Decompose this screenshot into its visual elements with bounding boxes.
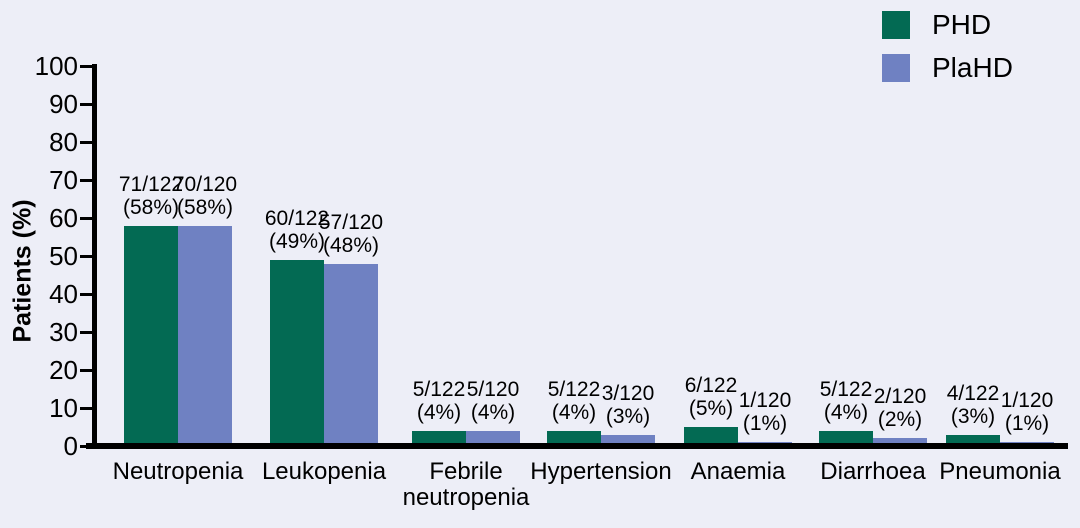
bar-annotation-line: 5/122 <box>412 377 466 401</box>
bar-annotation-line: (1%) <box>1004 412 1050 436</box>
bar-annotation-plahd-2: 5/120 (4%) <box>438 378 548 424</box>
legend-swatch-plahd <box>882 54 910 82</box>
bar-phd-0 <box>124 225 178 447</box>
bar-annotation-line: 71/122 <box>118 172 184 196</box>
bar-annotation-plahd-0: 70/120 (58%) <box>150 173 260 219</box>
bar-annotation-phd-2: 5/122 (4%) <box>384 378 494 424</box>
y-tick-label: 90 <box>49 89 78 119</box>
legend-item-phd: PHD <box>882 10 1013 40</box>
bar-annotation-line: 1/120 <box>1000 389 1054 413</box>
bar-annotation-line: (3%) <box>950 404 996 428</box>
bar-phd-1 <box>270 259 324 447</box>
bar-annotation-phd-4: 6/122 (5%) <box>656 374 766 420</box>
bar-annotation-plahd-3: 3/120 (3%) <box>573 382 683 428</box>
bar-phd-2 <box>412 430 466 447</box>
bar-annotation-line: 3/120 <box>601 381 655 405</box>
x-axis-line <box>86 443 1068 449</box>
y-tick-mark <box>80 102 93 106</box>
y-axis-line <box>92 64 97 449</box>
bar-annotation-line: (3%) <box>605 404 651 428</box>
category-label-5: Diarrhoea <box>820 458 926 485</box>
bar-annotation-plahd-6: 1/120 (1%) <box>972 389 1080 435</box>
y-tick-mark <box>80 368 93 372</box>
bar-plahd-1 <box>324 263 378 447</box>
y-tick-label: 100 <box>34 51 78 81</box>
legend-item-plahd: PlaHD <box>882 53 1013 83</box>
bar-annotation-line: 6/122 <box>684 374 738 397</box>
bar-plahd-0 <box>178 225 232 447</box>
bar-annotation-line: 5/120 <box>466 377 520 401</box>
y-tick-label: 80 <box>49 127 78 157</box>
bar-plahd-5 <box>873 438 927 447</box>
bar-annotation-line: 60/122 <box>264 206 330 230</box>
bar-phd-4 <box>684 427 738 447</box>
legend-label-plahd: PlaHD <box>932 52 1013 83</box>
bar-annotation-phd-1: 60/122 (49%) <box>242 207 352 253</box>
category-label-3: Hypertension <box>530 458 672 485</box>
y-tick-label: 50 <box>49 241 78 271</box>
bar-annotation-line: (4%) <box>823 400 869 424</box>
y-tick-label: 10 <box>49 393 78 423</box>
y-tick-mark <box>80 216 93 220</box>
bar-annotation-line: (4%) <box>470 400 516 424</box>
y-tick-mark <box>80 178 93 182</box>
bar-annotation-line: (4%) <box>551 400 597 424</box>
bar-annotation-line: 1/120 <box>738 389 792 413</box>
y-tick-label: 70 <box>49 165 78 195</box>
bar-annotation-line: (48%) <box>322 233 380 257</box>
bar-annotation-plahd-5: 2/120 (2%) <box>845 385 955 431</box>
y-tick-mark <box>80 406 93 410</box>
bar-annotation-plahd-1: 57/120 (48%) <box>296 211 406 257</box>
category-label-0: Neutropenia <box>112 458 244 485</box>
bar-plahd-2 <box>466 430 520 447</box>
legend: PHD PlaHD <box>882 10 1013 96</box>
bar-annotation-line: 5/122 <box>819 377 873 401</box>
y-tick-label: 0 <box>63 431 78 461</box>
y-tick-label: 40 <box>49 279 78 309</box>
legend-label-phd: PHD <box>932 9 992 40</box>
bar-annotation-line: (58%) <box>122 195 180 219</box>
bar-annotation-line: 70/120 <box>172 172 238 196</box>
y-tick-mark <box>80 254 93 258</box>
y-tick-label: 20 <box>49 355 78 385</box>
bar-annotation-phd-6: 4/122 (3%) <box>918 382 1028 428</box>
y-tick-label: 30 <box>49 317 78 347</box>
bar-annotation-line: 5/122 <box>547 377 601 401</box>
y-tick-mark <box>80 330 93 334</box>
category-label-6: Pneumonia <box>939 458 1061 485</box>
category-label-1: Leukopenia <box>261 458 387 485</box>
bar-annotation-line: (2%) <box>877 408 923 432</box>
bar-annotation-line: 57/120 <box>318 210 384 234</box>
y-tick-mark <box>80 140 93 144</box>
bar-annotation-phd-3: 5/122 (4%) <box>519 378 629 424</box>
bar-annotation-phd-5: 5/122 (4%) <box>791 378 901 424</box>
bar-phd-5 <box>819 430 873 447</box>
bar-annotation-line: (1%) <box>742 412 788 436</box>
bar-annotation-line: (49%) <box>268 229 326 253</box>
bar-phd-3 <box>547 430 601 447</box>
y-tick-label: 60 <box>49 203 78 233</box>
bar-annotation-plahd-4: 1/120 (1%) <box>710 389 820 435</box>
category-label-4: Anaemia <box>690 458 786 485</box>
bar-annotation-line: 4/122 <box>946 381 1000 405</box>
category-label-2: Febrile neutropenia <box>402 458 530 511</box>
bar-annotation-line: (5%) <box>688 397 734 420</box>
bar-annotation-line: 2/120 <box>873 385 927 409</box>
bar-annotation-line: (58%) <box>176 195 234 219</box>
bar-annotation-line: (4%) <box>416 400 462 424</box>
bar-annotation-phd-0: 71/122 (58%) <box>96 173 206 219</box>
y-tick-mark <box>80 292 93 296</box>
y-tick-mark <box>80 64 93 68</box>
legend-swatch-phd <box>882 11 910 39</box>
